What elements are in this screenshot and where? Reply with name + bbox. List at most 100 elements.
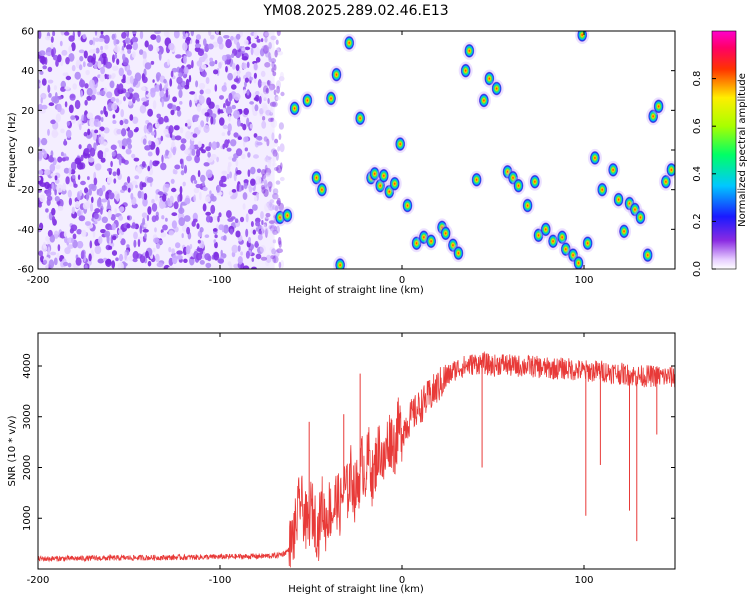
noise-speckle	[175, 106, 181, 111]
noise-speckle	[217, 258, 224, 264]
noise-speckle	[230, 195, 237, 200]
noise-speckle	[147, 108, 154, 117]
noise-speckle	[213, 239, 217, 244]
noise-speckle	[167, 152, 173, 159]
noise-speckle	[265, 254, 272, 263]
noise-speckle	[118, 83, 124, 91]
noise-speckle	[79, 79, 86, 88]
noise-speckle	[160, 232, 167, 238]
noise-speckle	[174, 164, 181, 170]
noise-speckle	[156, 242, 161, 249]
noise-speckle	[100, 229, 106, 234]
noise-speckle	[71, 237, 74, 243]
noise-speckle	[46, 198, 51, 206]
noise-speckle	[176, 76, 183, 85]
noise-speckle	[56, 103, 62, 113]
noise-speckle	[51, 216, 56, 224]
noise-speckle	[51, 182, 54, 190]
noise-speckle	[65, 129, 72, 139]
noise-speckle	[231, 84, 237, 90]
noise-speckle	[261, 220, 264, 225]
noise-speckle	[195, 80, 199, 88]
noise-speckle	[144, 40, 149, 48]
noise-speckle	[235, 33, 241, 40]
noise-speckle	[243, 136, 249, 143]
noise-speckle	[176, 255, 183, 260]
noise-speckle	[98, 236, 103, 245]
noise-speckle	[184, 197, 191, 205]
noise-speckle	[142, 228, 149, 233]
noise-speckle	[267, 79, 270, 87]
noise-speckle	[78, 215, 86, 222]
noise-speckle	[209, 57, 214, 62]
snr-series	[38, 350, 675, 568]
noise-speckle	[197, 48, 204, 57]
noise-speckle	[68, 197, 72, 206]
noise-speckle	[250, 178, 256, 186]
noise-speckle	[73, 183, 78, 188]
noise-speckle	[116, 128, 122, 135]
noise-speckle	[172, 146, 176, 156]
noise-speckle	[213, 69, 219, 75]
noise-speckle	[74, 99, 81, 110]
noise-speckle	[261, 120, 267, 129]
noise-speckle	[100, 110, 104, 115]
noise-speckle	[161, 154, 164, 163]
noise-speckle	[56, 252, 60, 260]
heatmap-blob	[575, 31, 590, 44]
noise-speckle	[206, 115, 209, 123]
blob-layer	[273, 31, 675, 269]
noise-speckle	[268, 220, 276, 225]
noise-speckle	[100, 198, 108, 203]
noise-speckle	[98, 136, 105, 145]
noise-speckle	[209, 190, 212, 195]
noise-speckle	[83, 114, 87, 124]
noise-speckle	[229, 171, 233, 179]
noise-speckle	[98, 130, 102, 135]
noise-speckle	[255, 94, 260, 102]
noise-speckle	[62, 72, 68, 77]
noise-speckle	[137, 238, 141, 248]
noise-speckle	[208, 31, 212, 36]
heatmap-blob	[482, 69, 497, 88]
noise-speckle	[268, 42, 272, 49]
noise-speckle	[231, 53, 235, 58]
y-tick-label: 0	[28, 146, 34, 157]
noise-speckle	[249, 123, 253, 129]
noise-speckle	[222, 124, 228, 130]
noise-speckle	[267, 98, 270, 104]
noise-speckle	[260, 81, 267, 86]
x-tick-label: 100	[574, 275, 593, 286]
noise-speckle	[265, 212, 271, 218]
noise-speckle	[112, 235, 117, 241]
noise-speckle	[163, 84, 167, 92]
noise-speckle	[195, 252, 203, 261]
noise-speckle	[51, 207, 56, 216]
noise-speckle	[99, 126, 105, 132]
noise-speckle	[89, 118, 96, 127]
noise-speckle	[216, 156, 220, 163]
noise-speckle	[97, 150, 104, 160]
noise-speckle	[139, 254, 146, 264]
noise-speckle	[219, 117, 225, 126]
noise-speckle	[101, 216, 109, 224]
noise-speckle	[64, 247, 71, 255]
noise-speckle	[40, 56, 46, 65]
noise-speckle	[68, 45, 73, 54]
noise-speckle	[123, 124, 129, 129]
heatmap-blob	[571, 254, 586, 269]
noise-speckle	[144, 145, 151, 151]
noise-speckle	[257, 79, 262, 88]
noise-speckle	[113, 37, 117, 46]
noise-speckle	[63, 167, 70, 174]
noise-speckle	[272, 193, 279, 200]
noise-speckle	[100, 157, 106, 163]
noise-speckle	[47, 246, 51, 255]
noise-speckle	[120, 109, 124, 118]
noise-speckle	[204, 234, 210, 238]
noise-speckle	[243, 39, 249, 46]
heatmap-blob	[606, 160, 621, 179]
noise-speckle	[153, 247, 156, 253]
noise-speckle	[244, 81, 247, 88]
snr-line	[38, 350, 675, 568]
